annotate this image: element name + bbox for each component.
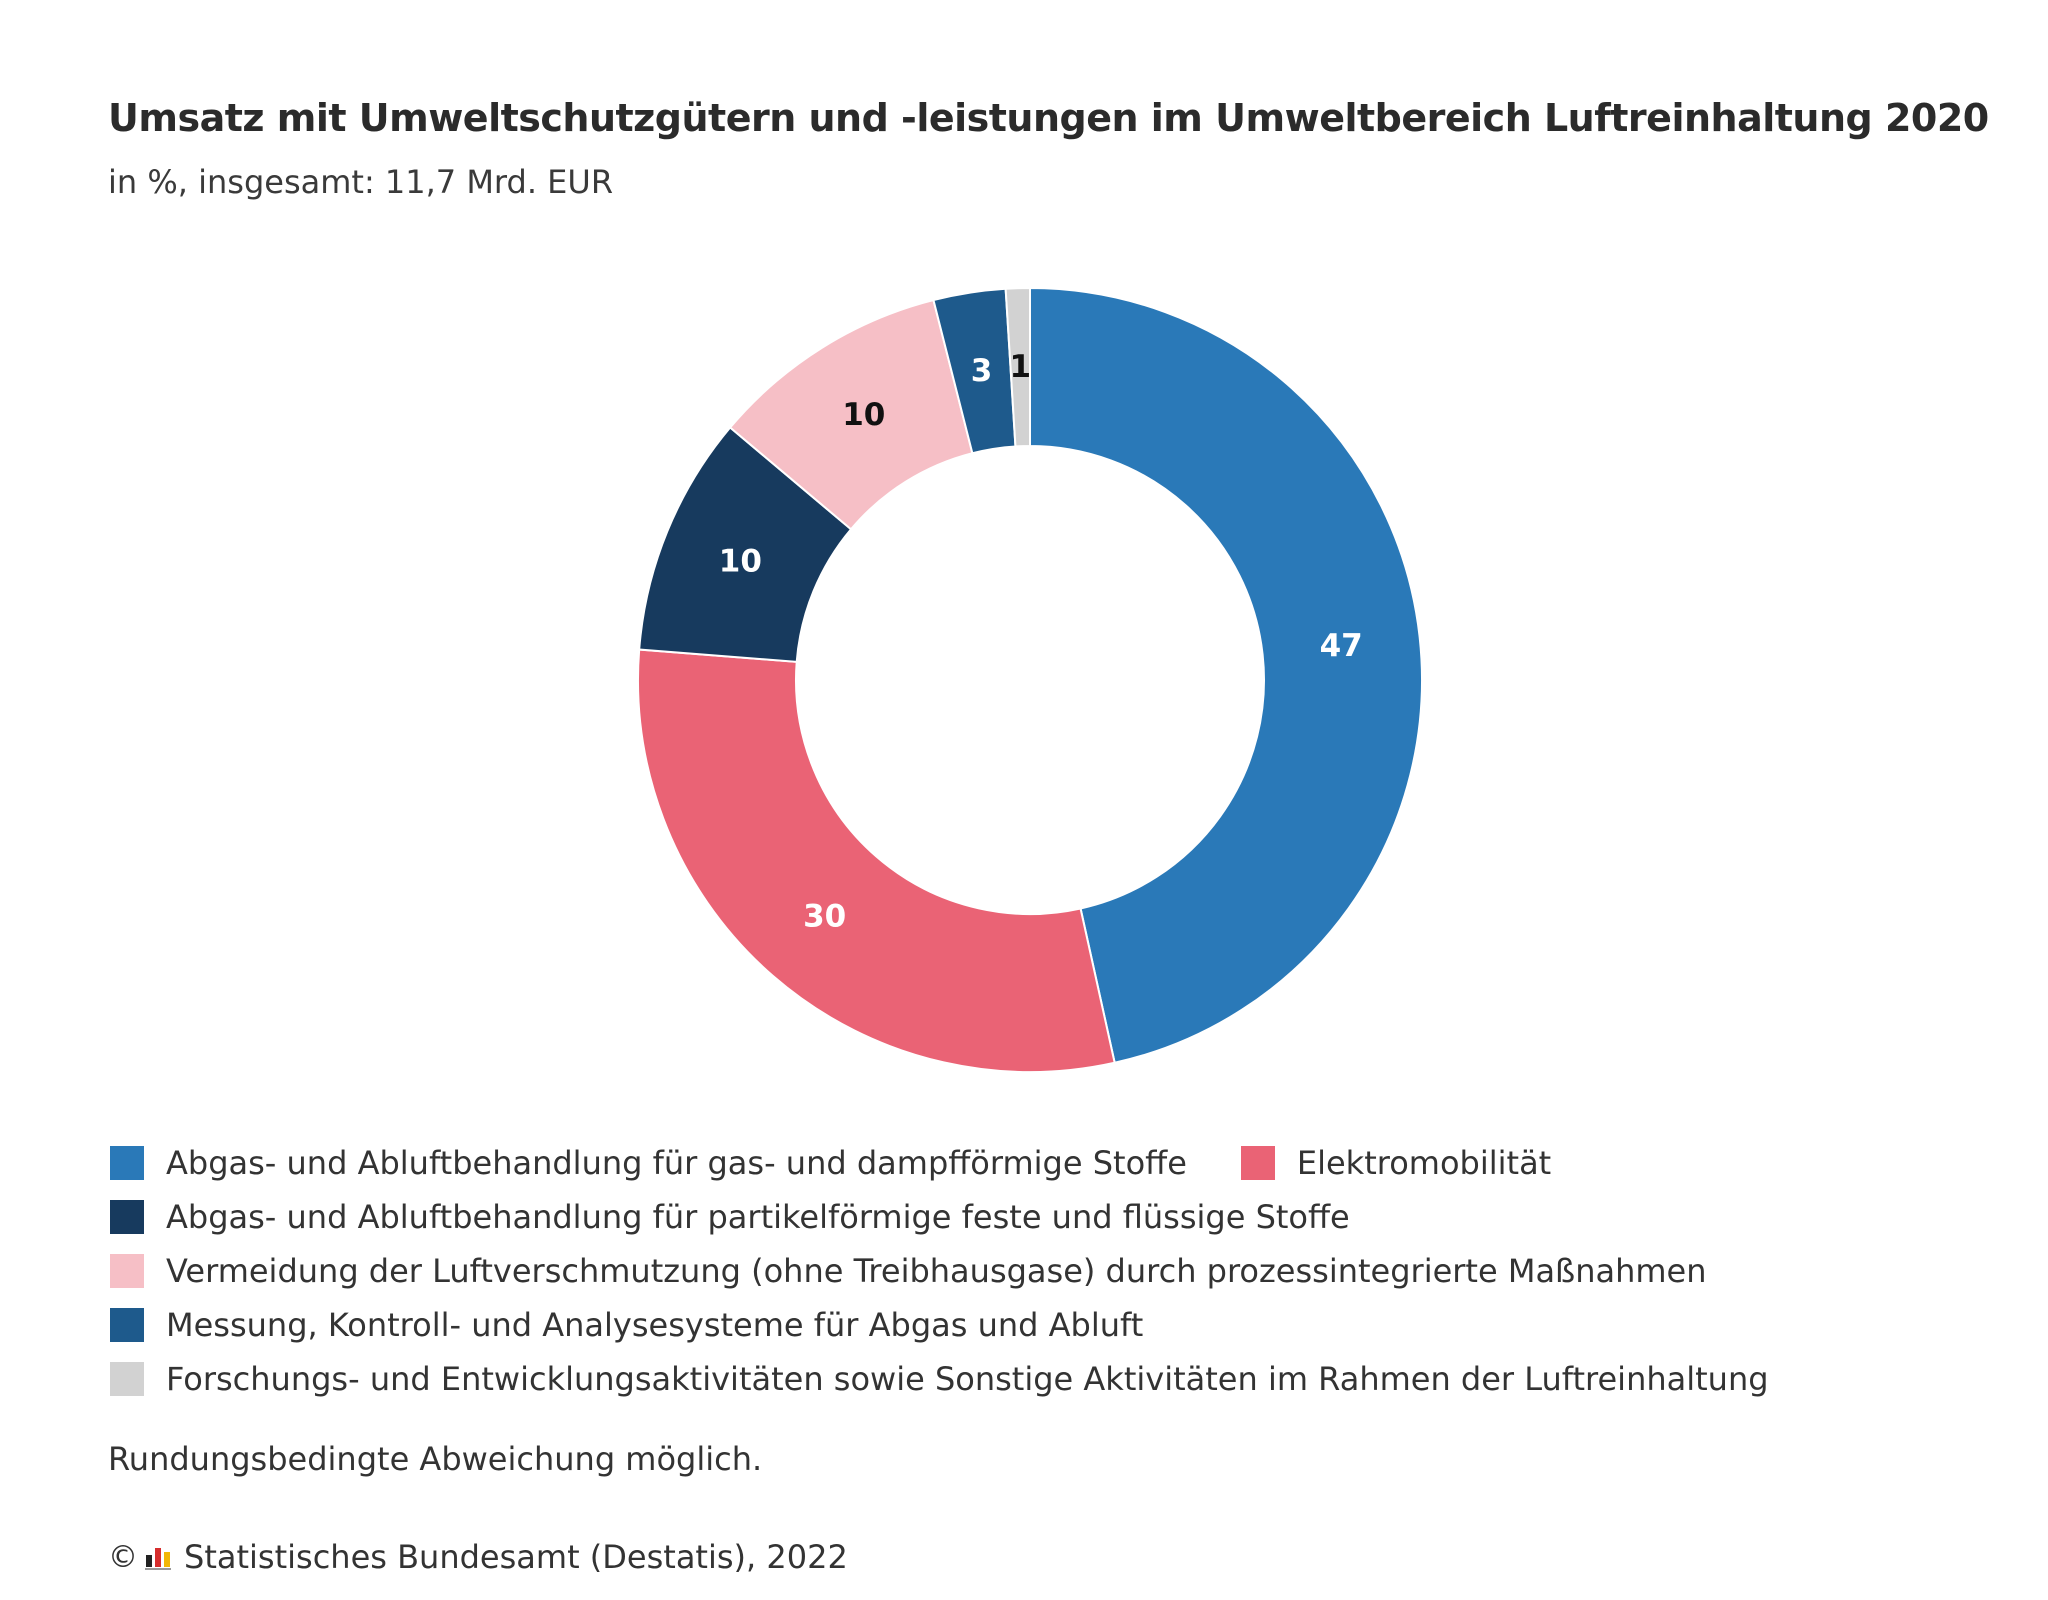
legend-item-partikel[interactable]: Abgas- und Abluftbehandlung für partikel… xyxy=(110,1198,1350,1236)
slice-label-elektromobilitaet: 30 xyxy=(803,898,846,934)
slice-gas-dampf[interactable] xyxy=(1029,286,1423,1064)
legend-label: Elektromobilität xyxy=(1296,1144,1552,1182)
legend-swatch xyxy=(110,1146,144,1180)
slice-label-gas-dampf: 47 xyxy=(1320,628,1363,664)
chart-legend: Abgas- und Abluftbehandlung für gas- und… xyxy=(110,1136,1823,1406)
chart-title: Umsatz mit Umweltschutzgütern und -leist… xyxy=(108,96,1989,140)
donut-chart: 47 30 10 10 3 1 xyxy=(637,286,1423,1073)
legend-item-vermeidung[interactable]: Vermeidung der Luftverschmutzung (ohne T… xyxy=(110,1252,1707,1290)
legend-label: Messung, Kontroll- und Analysesysteme fü… xyxy=(166,1306,1144,1344)
legend-item-gas-dampf[interactable]: Abgas- und Abluftbehandlung für gas- und… xyxy=(110,1144,1187,1182)
legend-item-elektromobilitaet[interactable]: Elektromobilität xyxy=(1240,1144,1552,1182)
legend-swatch xyxy=(110,1254,144,1288)
slice-elektromobilitaet[interactable] xyxy=(637,648,1116,1073)
legend-row: Abgas- und Abluftbehandlung für gas- und… xyxy=(110,1136,1823,1190)
legend-row: Vermeidung der Luftverschmutzung (ohne T… xyxy=(110,1244,1823,1298)
slice-label-partikel: 10 xyxy=(719,543,762,579)
legend-swatch xyxy=(110,1200,144,1234)
legend-label: Forschungs- und Entwicklungsaktivitäten … xyxy=(166,1360,1769,1398)
legend-row: Forschungs- und Entwicklungsaktivitäten … xyxy=(110,1352,1823,1406)
slice-forschung[interactable] xyxy=(1004,286,1031,448)
legend-swatch xyxy=(110,1362,144,1396)
legend-item-messung[interactable]: Messung, Kontroll- und Analysesysteme fü… xyxy=(110,1306,1143,1344)
legend-label: Abgas- und Abluftbehandlung für gas- und… xyxy=(166,1144,1187,1182)
legend-row: Messung, Kontroll- und Analysesysteme fü… xyxy=(110,1298,1823,1352)
destatis-logo-icon xyxy=(145,1548,171,1570)
legend-label: Vermeidung der Luftverschmutzung (ohne T… xyxy=(166,1252,1707,1290)
legend-label: Abgas- und Abluftbehandlung für partikel… xyxy=(166,1198,1350,1236)
legend-swatch xyxy=(110,1308,144,1342)
slice-label-forschung: 1 xyxy=(1009,349,1031,385)
legend-item-forschung[interactable]: Forschungs- und Entwicklungsaktivitäten … xyxy=(110,1360,1769,1398)
source-credit: © Statistisches Bundesamt (Destatis), 20… xyxy=(108,1538,848,1576)
copyright-icon: © xyxy=(108,1539,138,1575)
slice-label-vermeidung: 10 xyxy=(842,397,885,433)
legend-swatch xyxy=(1240,1146,1275,1180)
legend-row: Abgas- und Abluftbehandlung für partikel… xyxy=(110,1190,1823,1244)
source-text: Statistisches Bundesamt (Destatis), 2022 xyxy=(184,1538,848,1576)
chart-subtitle: in %, insgesamt: 11,7 Mrd. EUR xyxy=(108,163,614,201)
footnote: Rundungsbedingte Abweichung möglich. xyxy=(108,1440,763,1478)
slice-label-messung: 3 xyxy=(971,353,993,389)
